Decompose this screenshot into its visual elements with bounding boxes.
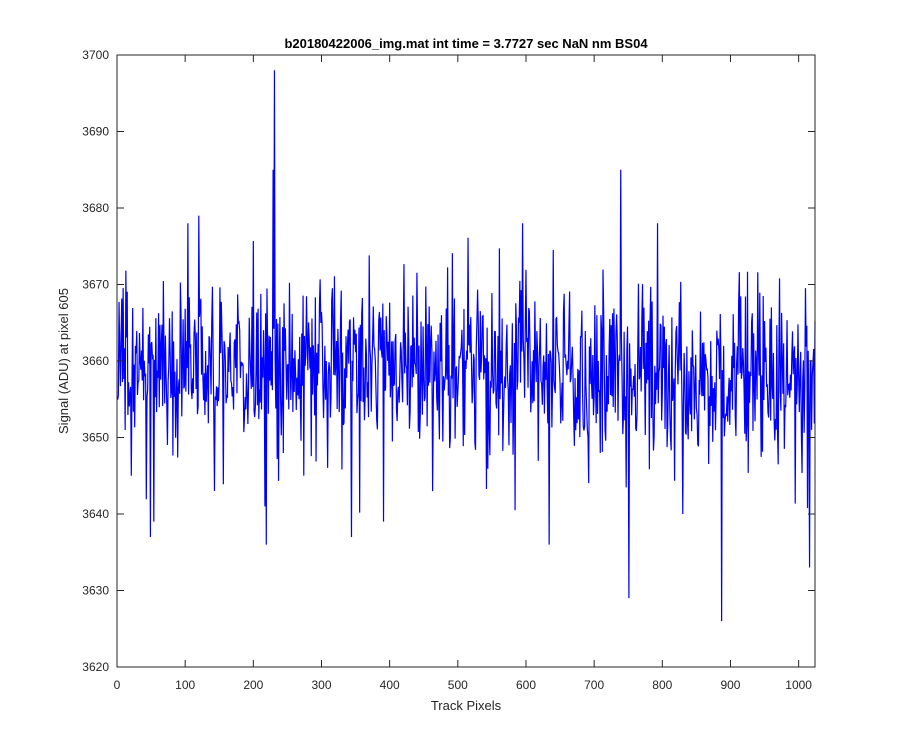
plot-frame (116, 54, 816, 668)
x-tick-label: 100 (175, 678, 195, 692)
x-tick-label: 900 (720, 678, 740, 692)
x-tick-label: 500 (448, 678, 468, 692)
x-tick-label: 0 (114, 678, 121, 692)
y-tick-label: 3700 (82, 48, 109, 62)
x-tick-label: 1000 (785, 678, 812, 692)
y-tick-label: 3690 (82, 125, 109, 139)
y-tick-label: 3660 (82, 354, 109, 368)
x-tick-label: 300 (311, 678, 331, 692)
y-tick-label: 3670 (82, 278, 109, 292)
y-tick-label: 3620 (82, 660, 109, 674)
x-tick-label: 700 (584, 678, 604, 692)
chart-title: b20180422006_img.mat int time = 3.7727 s… (284, 36, 648, 51)
signal-line (117, 70, 816, 622)
x-tick-label: 800 (652, 678, 672, 692)
x-tick-label: 200 (243, 678, 263, 692)
data-series-layer (117, 70, 816, 622)
y-axis-label: Signal (ADU) at pixel 605 (56, 288, 71, 434)
tick-layer: 0 100 200 300 400 500 600 700 800 900 1000 3620 3630… (82, 48, 815, 692)
y-tick-label: 3680 (82, 201, 109, 215)
y-tick-label: 3630 (82, 584, 109, 598)
x-axis-label: Track Pixels (431, 698, 502, 713)
y-tick-label: 3650 (82, 431, 109, 445)
x-tick-label: 600 (516, 678, 536, 692)
x-tick-label: 400 (380, 678, 400, 692)
y-tick-label: 3640 (82, 507, 109, 521)
